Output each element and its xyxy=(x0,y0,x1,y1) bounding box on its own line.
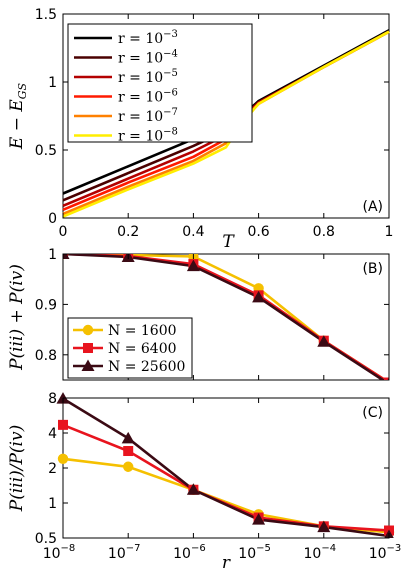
panel-a: 0 0.2 0.4 0.6 0.8 1 0 0.5 1 1.5 T E − EGS (A) r =… xyxy=(7,7,393,252)
panel-a-xtick-label: 0 xyxy=(59,224,68,240)
panel-b-point xyxy=(384,377,389,380)
panel-b-series-line-3 xyxy=(63,254,386,380)
panel-c: 10−8 10−7 10−6 10−5 10−4 10−3 0.5 1 2 4 8 r P(iii)… xyxy=(7,391,401,573)
panel-a-ylabel: E − EGS xyxy=(7,82,29,150)
panel-b-point xyxy=(317,335,331,347)
panel-b-frame xyxy=(62,253,390,381)
panel-b-ytick-label: 0.9 xyxy=(35,297,57,313)
panel-b-label: (B) xyxy=(362,261,383,277)
panel-a-xtick-label: 0.4 xyxy=(182,224,204,240)
panel-c-series-line-1 xyxy=(62,457,390,534)
panel-a-ytick-label: 1 xyxy=(48,75,57,91)
panel-c-series-line-2 xyxy=(62,423,390,532)
panel-c-point xyxy=(57,453,69,464)
panel-b-series xyxy=(63,254,389,380)
panel-b: 0.8 0.9 1 P(iii) + P(iv) (B) N = 1600 N = 6… xyxy=(7,247,390,380)
panel-a-xtick-label: 1 xyxy=(385,224,394,240)
panel-a-frame xyxy=(62,13,390,219)
panel-a-xtick-label: 0.8 xyxy=(313,224,335,240)
panel-b-ticks xyxy=(62,253,390,380)
panel-c-ticks xyxy=(62,397,390,539)
panel-b-ytick-label: 0.8 xyxy=(35,348,57,364)
panel-c-ytick-label: 0.5 xyxy=(35,531,57,547)
panel-c-ytick-label: 1 xyxy=(48,496,57,512)
panel-b-legend-label-1: N = 1600 xyxy=(108,323,177,339)
panel-a-xlabel: T xyxy=(222,232,235,252)
panel-c-xtick-label: 10−8 xyxy=(43,543,76,562)
panel-b-legend: N = 1600 N = 6400 N = 25600 xyxy=(67,317,193,379)
panel-a-legend-label-5: r = 10−7 xyxy=(118,107,178,125)
panel-c-ylabel: P(iii)/P(iv) xyxy=(7,425,27,513)
panel-c-xtick-label: 10−3 xyxy=(369,543,402,562)
panel-c-series xyxy=(56,392,395,538)
panel-a-xtick-label: 0.2 xyxy=(117,224,139,240)
panel-b-ytick-label: 1 xyxy=(48,247,57,263)
panel-b-point xyxy=(63,254,70,259)
panel-c-point xyxy=(317,520,331,533)
panel-c-label: (C) xyxy=(362,405,383,421)
panel-b-tick-labels: 0.8 0.9 1 xyxy=(35,247,57,364)
panel-c-point xyxy=(123,446,134,457)
panel-a-legend-label-4: r = 10−6 xyxy=(118,88,178,106)
panel-c-xtick-label: 10−5 xyxy=(238,543,271,562)
panel-a-legend-label-6: r = 10−8 xyxy=(118,127,178,145)
panel-c-ytick-label: 4 xyxy=(48,426,57,442)
panel-a-label: (A) xyxy=(362,199,383,215)
panel-c-ytick-label: 8 xyxy=(48,391,57,407)
panel-c-ytick-label: 2 xyxy=(48,461,57,477)
panel-b-legend-label-3: N = 25600 xyxy=(108,359,185,375)
panel-a-xtick-label: 0.6 xyxy=(247,224,269,240)
panel-c-point xyxy=(58,419,68,430)
panel-b-legend-marker-3 xyxy=(81,359,95,371)
panel-c-xtick-label: 10−7 xyxy=(108,543,141,562)
panel-c-point xyxy=(123,461,134,472)
panel-c-series-line-3 xyxy=(62,397,390,538)
panel-c-point xyxy=(121,431,135,444)
panel-a-legend-box xyxy=(67,23,253,143)
panel-c-xtick-label: 10−4 xyxy=(304,543,337,562)
panel-b-legend-marker-1 xyxy=(82,324,94,336)
panel-b-point xyxy=(186,259,200,272)
panel-a-ytick-label: 0 xyxy=(48,211,57,227)
panel-b-ylabel: P(iii) + P(iv) xyxy=(7,264,27,371)
panel-a-legend-label-2: r = 10−4 xyxy=(118,49,178,67)
panel-c-point xyxy=(252,513,266,525)
panel-c-xtick-label: 10−6 xyxy=(173,543,206,562)
panel-b-legend-label-2: N = 6400 xyxy=(108,341,177,357)
panel-c-tick-labels: 10−8 10−7 10−6 10−5 10−4 10−3 0.5 1 2 4 8 xyxy=(35,391,402,562)
panel-b-point xyxy=(252,290,266,303)
panel-b-legend-marker-2 xyxy=(83,343,93,353)
panel-a-legend: r = 10−3 r = 10−4r = 10−5 r = 10−6r = 10−7… xyxy=(67,23,253,145)
panel-a-tick-labels: 0 0.2 0.4 0.6 0.8 1 0 0.5 1 1.5 xyxy=(35,7,394,240)
panel-c-xlabel: r xyxy=(222,553,231,573)
panel-a-ticks xyxy=(62,13,390,219)
panel-a-ytick-label: 1.5 xyxy=(35,7,57,23)
panel-a-legend-label-1: r = 10−3 xyxy=(118,29,178,47)
panel-c-point xyxy=(186,483,200,495)
panel-a-ytick-label: 0.5 xyxy=(35,143,57,159)
panel-c-frame xyxy=(62,397,390,539)
panel-a-legend-label-3: r = 10−5 xyxy=(118,68,178,86)
